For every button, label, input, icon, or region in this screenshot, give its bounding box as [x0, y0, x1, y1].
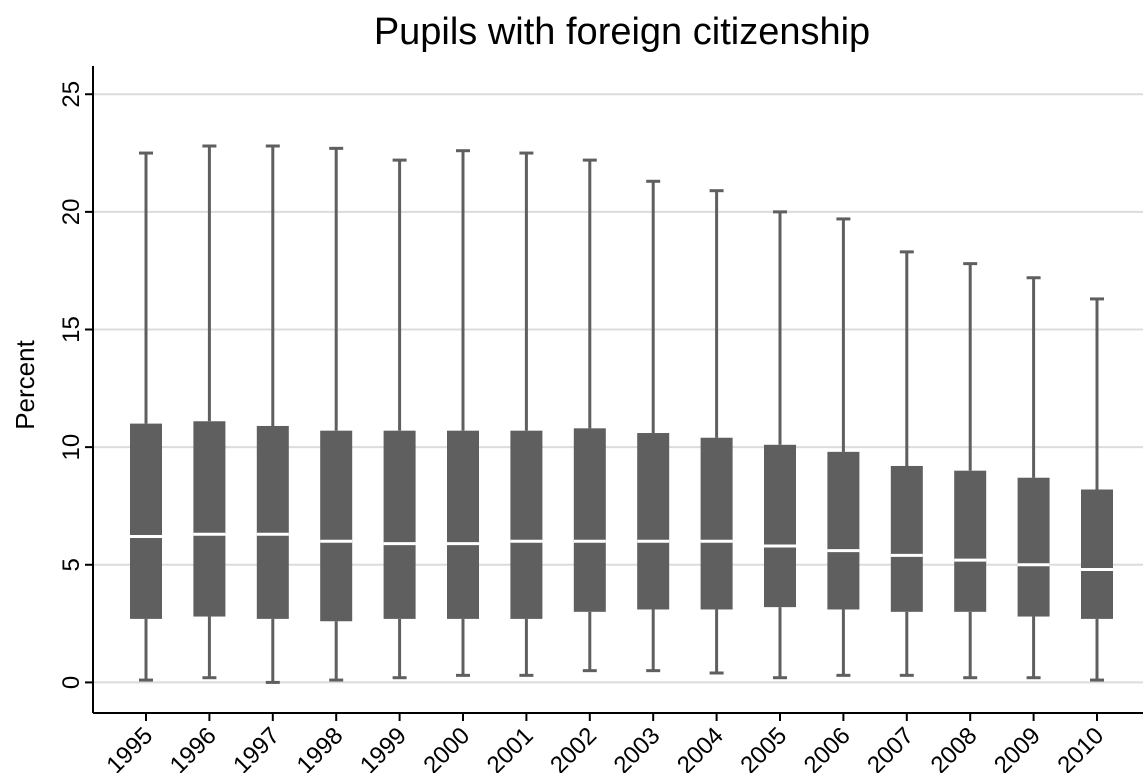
- iqr-box-1995: [130, 423, 162, 619]
- y-tick-labels: 0 5 10 15 20 25: [58, 81, 93, 689]
- box-2000: [447, 149, 479, 677]
- box-2002: [573, 158, 606, 673]
- box-2004: [700, 189, 733, 675]
- y-tick-label-10: 10: [58, 434, 85, 461]
- box-2008: [954, 262, 987, 680]
- iqr-box-1997: [256, 425, 289, 619]
- y-tick-label-20: 20: [58, 199, 85, 226]
- iqr-box-2002: [573, 428, 606, 612]
- iqr-box-2006: [827, 451, 860, 610]
- iqr-box-2000: [447, 430, 479, 619]
- x-tick-label-2004: 2004: [672, 722, 729, 773]
- box-2001: [510, 151, 543, 677]
- y-tick-label-15: 15: [58, 316, 85, 343]
- x-tick-label-2000: 2000: [418, 722, 475, 773]
- x-tick-label-2002: 2002: [545, 722, 602, 773]
- box-1995: [130, 151, 162, 682]
- x-tick-label-1998: 1998: [292, 722, 349, 773]
- x-tick-label-2003: 2003: [609, 722, 666, 773]
- chart-title: Pupils with foreign citizenship: [374, 11, 870, 53]
- iqr-box-2004: [700, 437, 733, 610]
- iqr-box-1999: [383, 430, 416, 619]
- axes: [92, 66, 1143, 714]
- x-tick-label-1997: 1997: [228, 722, 285, 773]
- x-tick-label-2009: 2009: [989, 722, 1046, 773]
- iqr-box-2001: [510, 430, 543, 619]
- box-2006: [827, 217, 860, 677]
- box-2003: [637, 179, 670, 673]
- iqr-box-1996: [193, 421, 226, 617]
- box-1996: [193, 144, 226, 680]
- box-1999: [383, 158, 416, 680]
- x-tick-label-2007: 2007: [862, 722, 919, 773]
- y-tick-label-0: 0: [58, 676, 85, 689]
- x-tick-label-2001: 2001: [482, 722, 539, 773]
- x-tick-labels: 1995 1996 1997 1998 1999 2000 2001 2002 2003 2004…: [101, 713, 1109, 773]
- box-1998: [320, 146, 353, 682]
- iqr-box-2003: [637, 433, 670, 610]
- box-1997: [256, 144, 289, 684]
- iqr-box-2007: [890, 465, 923, 612]
- iqr-box-2005: [764, 444, 796, 608]
- x-tick-label-1996: 1996: [165, 722, 222, 773]
- x-tick-label-1999: 1999: [355, 722, 412, 773]
- box-2009: [1017, 276, 1050, 680]
- y-tick-label-5: 5: [58, 558, 85, 571]
- x-tick-label-2006: 2006: [799, 722, 856, 773]
- iqr-box-2008: [954, 470, 987, 612]
- y-tick-label-25: 25: [58, 81, 85, 108]
- box-2005: [764, 210, 796, 680]
- iqr-box-1998: [320, 430, 353, 622]
- boxes: [130, 144, 1113, 684]
- iqr-box-2010: [1081, 489, 1113, 619]
- iqr-box-2009: [1017, 477, 1050, 617]
- x-tick-label-2010: 2010: [1052, 722, 1109, 773]
- box-2007: [890, 250, 923, 677]
- x-tick-label-2008: 2008: [926, 722, 983, 773]
- box-2010: [1081, 297, 1113, 682]
- x-tick-label-1995: 1995: [101, 722, 158, 773]
- x-tick-label-2005: 2005: [735, 722, 792, 773]
- y-axis-label: Percent: [10, 339, 40, 429]
